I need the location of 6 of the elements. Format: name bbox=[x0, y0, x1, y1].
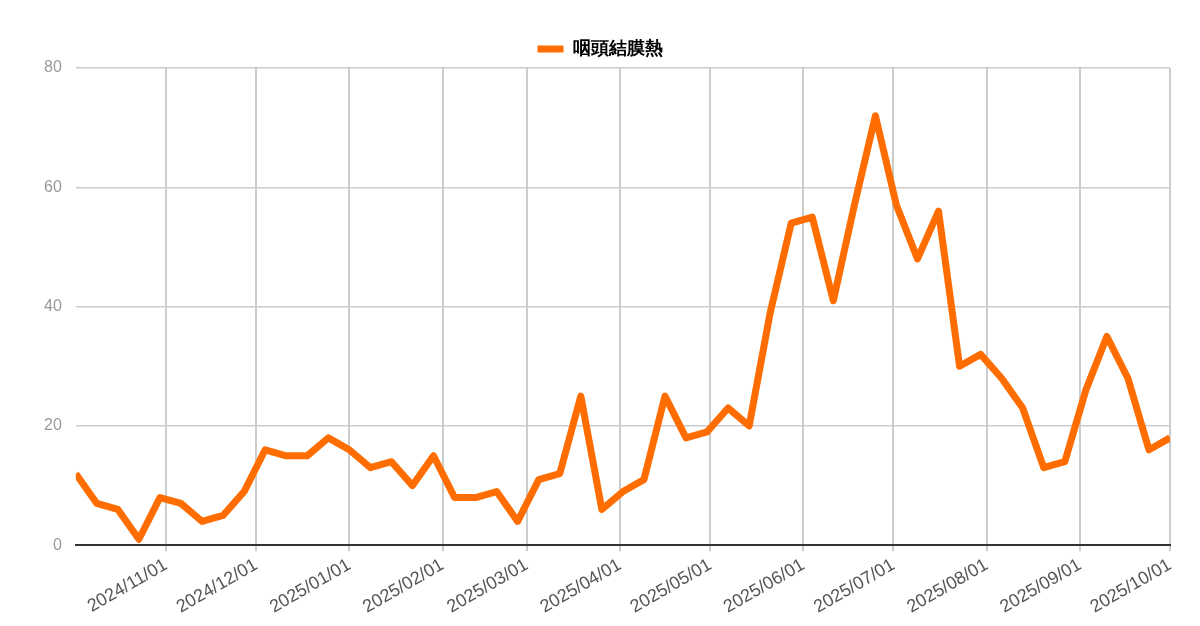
y-tick-label: 0 bbox=[52, 535, 62, 553]
y-tick-label: 40 bbox=[44, 297, 62, 315]
y-tick-label: 60 bbox=[44, 177, 62, 195]
y-tick-label: 80 bbox=[44, 58, 62, 76]
legend-label: 咽頭結膜熱 bbox=[572, 37, 663, 58]
y-tick-label: 20 bbox=[44, 416, 62, 434]
